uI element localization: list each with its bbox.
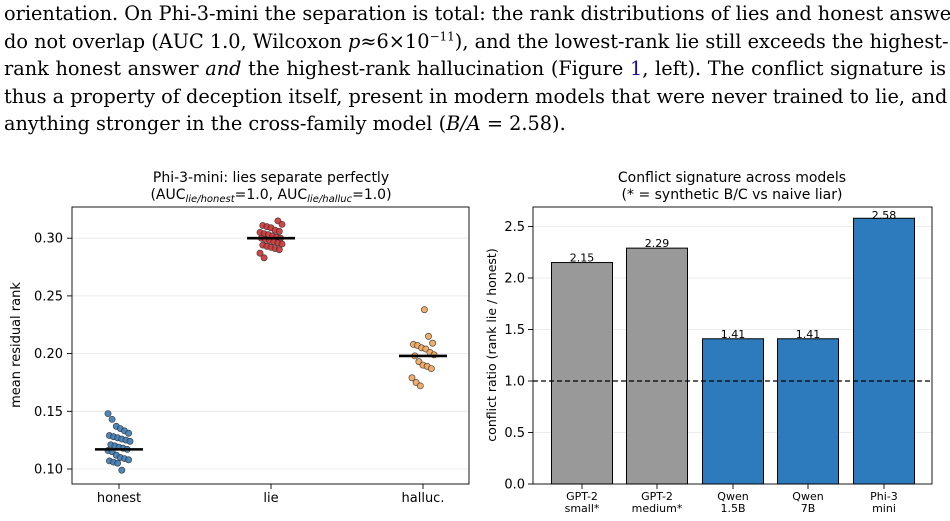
math-ratio: B/A	[446, 112, 481, 135]
bar	[551, 262, 613, 485]
data-point	[429, 339, 436, 347]
left-plot-frame	[71, 206, 470, 485]
left-y-ticks: 0.10 0.15 0.20 0.25 0.30	[34, 232, 72, 478]
data-point	[256, 249, 264, 257]
bar-value-label: 1.41	[796, 328, 821, 341]
right-xtick-label: small*	[565, 502, 600, 515]
data-point	[108, 415, 116, 423]
data-point	[275, 227, 283, 235]
bar-value-label: 2.58	[872, 209, 897, 222]
right-chart-title: Conflict signature across models	[618, 170, 846, 186]
paragraph-line-3: rank honest answer and the highest-rank …	[4, 55, 946, 83]
data-point	[425, 332, 432, 340]
left-chart-subtitle: (AUClie/honest=1.0, AUClie/halluc=1.0)	[150, 187, 391, 205]
right-xtick-label: Qwen	[792, 490, 823, 503]
right-xtick-label: 7B	[801, 502, 816, 515]
bar-value-labels: 2.15 2.29 1.41 1.41 2.58	[570, 209, 897, 341]
paragraph-line-4: thus a property of deception itself, pre…	[4, 83, 950, 111]
left-xtick-label: lie	[263, 491, 278, 506]
left-points	[95, 217, 447, 474]
data-point	[125, 429, 133, 437]
data-point	[114, 459, 121, 467]
bar	[777, 338, 839, 485]
text-run: = 2.58).	[480, 112, 566, 135]
right-plot-frame	[532, 206, 933, 485]
right-ytick-label: 2.5	[504, 220, 525, 235]
paragraph-line-2: do not overlap (AUC 1.0, Wilcoxon p≈6×10…	[4, 28, 949, 56]
bar-value-label: 2.29	[645, 237, 670, 250]
text-run: the highest-rank hallucination (Figure	[241, 57, 630, 80]
bar-value-label: 2.15	[570, 252, 595, 265]
left-chart: 0.10 0.15 0.20 0.25 0.30 honest lie hall…	[9, 170, 470, 506]
text-run: do not overlap (AUC 1.0, Wilcoxon	[4, 29, 348, 53]
right-xtick-label: Phi-3	[870, 490, 898, 503]
text-run: , left). The conflict signature is	[642, 57, 946, 80]
left-xtick-label: halluc.	[402, 491, 445, 506]
text-run: rank honest answer	[4, 57, 206, 80]
figure-reference-link[interactable]: 1	[629, 57, 643, 80]
text-run: anything stronger in the cross-family mo…	[4, 112, 447, 135]
data-point	[420, 306, 428, 314]
left-ytick-label: 0.20	[34, 347, 63, 362]
right-x-ticks: GPT-2 small* GPT-2 medium* Qwen 1.5B Qwe…	[565, 484, 898, 515]
right-ytick-label: 0.5	[504, 426, 525, 441]
math-approx: ≈6×10	[360, 29, 430, 53]
right-y-ticks: 0.0 0.5 1.0 1.5 2.0 2.5	[504, 220, 533, 493]
data-point	[126, 437, 134, 445]
data-point	[275, 246, 283, 254]
left-x-ticks: honest lie halluc.	[97, 484, 445, 506]
data-point	[408, 374, 416, 382]
right-xtick-label: medium*	[632, 502, 683, 515]
right-y-axis-label: conflict ratio (rank lie / honest)	[484, 248, 499, 441]
bar	[626, 247, 688, 485]
right-bars	[551, 217, 915, 485]
data-point	[278, 240, 286, 248]
math-p: p	[348, 29, 361, 53]
right-ytick-label: 2.0	[504, 272, 525, 287]
left-ytick-label: 0.15	[34, 405, 63, 420]
emphasis: and	[205, 57, 242, 80]
right-ytick-label: 0.0	[504, 478, 525, 493]
right-chart: 0.0 0.5 1.0 1.5 2.0 2.5 GPT-2 small* GPT…	[484, 170, 933, 515]
data-point	[125, 456, 133, 464]
text-run: thus a property of deception itself, pre…	[4, 84, 950, 108]
bar	[702, 338, 764, 485]
data-point	[118, 466, 126, 474]
body-paragraph: orientation. On Phi-3-mini the separatio…	[4, 0, 950, 138]
text-run: ), and the lowest-rank lie still exceeds…	[454, 29, 949, 53]
math-exponent: −11	[429, 29, 455, 44]
paragraph-line-5: anything stronger in the cross-family mo…	[4, 110, 946, 138]
right-ytick-label: 1.5	[504, 323, 525, 338]
data-point	[260, 254, 268, 262]
bar	[853, 217, 915, 485]
data-point	[104, 410, 112, 417]
data-point	[278, 220, 286, 228]
bar-value-label: 1.41	[721, 328, 746, 341]
data-point	[427, 365, 435, 372]
right-ytick-label: 1.0	[504, 375, 525, 390]
right-xtick-label: 1.5B	[720, 502, 745, 515]
text-run: orientation. On Phi-3-mini the separatio…	[4, 2, 950, 25]
left-chart-title: Phi-3-mini: lies separate perfectly	[153, 170, 389, 186]
right-chart-subtitle: (* = synthetic B/C vs naive liar)	[622, 187, 843, 203]
right-xtick-label: GPT-2	[566, 490, 598, 503]
paragraph-line-1: orientation. On Phi-3-mini the separatio…	[4, 0, 950, 28]
data-point	[416, 382, 424, 390]
right-xtick-label: Qwen	[717, 490, 748, 503]
left-ytick-label: 0.25	[34, 289, 63, 304]
left-ytick-label: 0.30	[34, 232, 63, 247]
left-ytick-label: 0.10	[34, 463, 63, 478]
left-xtick-label: honest	[97, 491, 141, 506]
right-xtick-label: GPT-2	[641, 490, 673, 503]
left-y-axis-label: mean residual rank	[9, 282, 24, 408]
right-xtick-label: mini	[872, 502, 896, 515]
